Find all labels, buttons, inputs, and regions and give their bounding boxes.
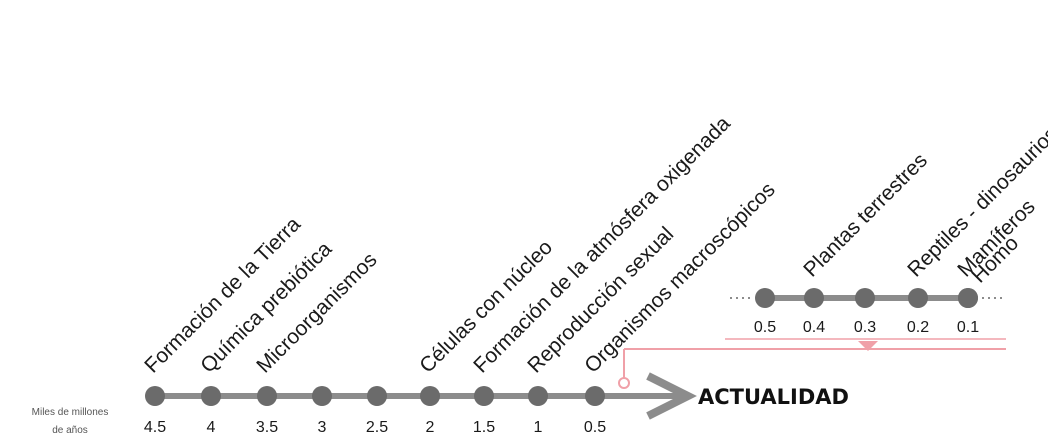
main-tick-label: 3 <box>318 419 327 436</box>
main-tick-label: 0.5 <box>584 419 606 436</box>
zoom-dot <box>855 288 875 308</box>
main-tick-label: 1 <box>534 419 543 436</box>
main-tick-label: 4.5 <box>144 419 166 436</box>
main-dot <box>257 386 277 406</box>
main-tick-label: 1.5 <box>473 419 495 436</box>
zoom-dot <box>804 288 824 308</box>
zoom-tick-label: 0.2 <box>907 319 929 336</box>
main-event-label: Formación de la atmósfera oxigenada <box>469 112 735 378</box>
main-tick-label: 3.5 <box>256 419 278 436</box>
main-dot <box>420 386 440 406</box>
arrow-head-icon <box>646 372 697 420</box>
main-dot <box>367 386 387 406</box>
zoom-tick-label: 0.5 <box>754 319 776 336</box>
main-dot <box>312 386 332 406</box>
main-tick-label: 4 <box>207 419 216 436</box>
main-dot <box>585 386 605 406</box>
axis-unit-line1: Miles de millones <box>32 407 109 418</box>
zoom-dot <box>958 288 978 308</box>
zoom-dot <box>908 288 928 308</box>
main-dot <box>528 386 548 406</box>
zoom-tick-label: 0.3 <box>854 319 876 336</box>
axis-unit-line2: de años <box>52 425 88 436</box>
main-tick-label: 2.5 <box>366 419 388 436</box>
zoom-dot <box>755 288 775 308</box>
zoom-tick-label: 0.1 <box>957 319 979 336</box>
now-label: ACTUALIDAD <box>698 385 849 409</box>
main-tick-label: 2 <box>426 419 435 436</box>
main-dot <box>145 386 165 406</box>
main-dot <box>474 386 494 406</box>
main-dot <box>201 386 221 406</box>
zoom-tick-label: 0.4 <box>803 319 825 336</box>
